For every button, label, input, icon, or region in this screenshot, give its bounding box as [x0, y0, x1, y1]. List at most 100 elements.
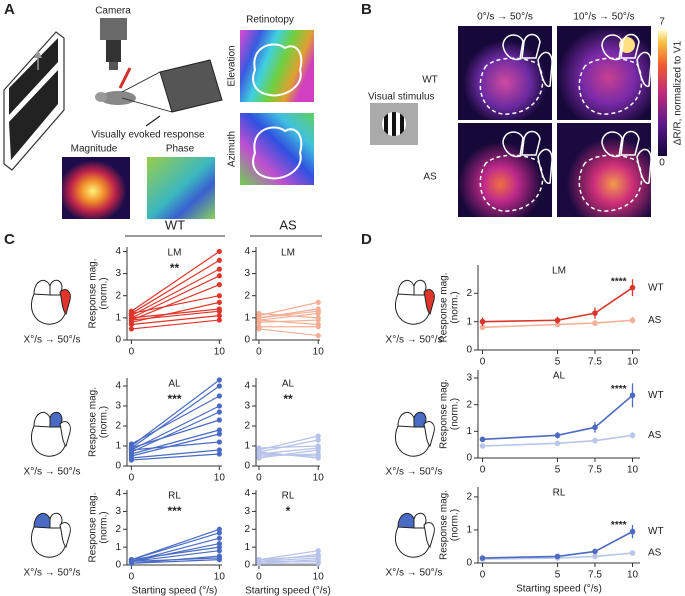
significance: **** [611, 276, 627, 287]
al-outline [620, 33, 640, 59]
data-point [592, 553, 598, 560]
x-tick-label: 7.5 [588, 465, 602, 476]
evoked-label: Visually evoked response [91, 130, 205, 141]
y-axis-label: (norm.) [99, 277, 110, 309]
data-point [315, 308, 321, 314]
retinotopy-label: Retinotopy [246, 15, 294, 26]
series-line [131, 433, 220, 457]
y-tick-label: 0 [466, 453, 472, 464]
data-point [216, 548, 222, 554]
data-point [256, 445, 262, 451]
y-tick-label: 2 [115, 290, 121, 301]
response-image [557, 26, 651, 120]
series-line [131, 559, 220, 564]
data-point [554, 432, 561, 439]
chart-title: LM [552, 266, 566, 277]
lm [423, 289, 435, 315]
y-tick-label: 4 [115, 381, 121, 392]
data-point [128, 457, 134, 463]
x-tick-label: 0 [256, 473, 262, 484]
significance: ** [283, 392, 293, 406]
data-point [256, 317, 262, 323]
y-tick-label: 4 [115, 488, 121, 499]
data-point [479, 443, 486, 449]
series-line [258, 439, 319, 453]
data-point [315, 447, 321, 453]
data-point [479, 318, 486, 325]
brain-icon [30, 411, 71, 457]
azimuth-image [240, 113, 314, 185]
data-point [216, 313, 222, 319]
x-tick-label: 5 [555, 357, 561, 368]
camera [95, 18, 223, 127]
series-line [131, 250, 220, 312]
v1-outline [479, 57, 544, 115]
lm [59, 289, 71, 315]
x-tick-label: 10 [313, 473, 325, 484]
y-tick-label: 0 [244, 461, 250, 472]
y-tick-label: 1 [115, 312, 121, 323]
y-tick-label: 1 [244, 542, 250, 553]
series-line [131, 532, 220, 561]
x-tick-label: 0 [129, 572, 135, 583]
lm [423, 421, 435, 447]
data-point [629, 528, 636, 535]
series-line [258, 555, 319, 561]
v1-outline [578, 57, 643, 115]
v1-outline [578, 154, 643, 212]
protocol-label: X°/s → 50°/s [386, 467, 443, 478]
data-point [216, 544, 222, 550]
rl-outline [502, 34, 524, 61]
elevation-image [240, 30, 314, 102]
y-tick-label: 3 [115, 506, 121, 517]
rl-outline [502, 131, 524, 158]
column-header: AS [279, 217, 297, 232]
y-tick-label: 0 [466, 558, 472, 569]
series-line [258, 328, 319, 337]
data-point [592, 320, 598, 326]
series-line [131, 441, 220, 451]
brain-icon [394, 512, 435, 558]
series-line [131, 310, 220, 321]
data-point [216, 383, 222, 389]
protocol-label: X°/s → 50°/s [386, 335, 443, 346]
y-axis-label: (norm.) [450, 398, 461, 430]
lm [59, 421, 71, 447]
x-axis-label: Starting speed (°/s) [132, 586, 218, 596]
al-outline [521, 130, 541, 156]
colorbar-min: 0 [659, 158, 665, 169]
y-axis-label: (norm.) [450, 509, 461, 541]
significance: *** [167, 392, 181, 406]
data-point [554, 321, 561, 328]
lm-outline [537, 148, 553, 185]
series-line [131, 419, 220, 449]
data-point [216, 417, 222, 423]
significance: * [286, 504, 291, 518]
y-axis-label: (norm.) [450, 291, 461, 323]
condition-label: 0°/s → 50°/s [477, 12, 533, 23]
series-line [258, 310, 319, 319]
lm-outline [636, 148, 652, 185]
panel-label: A [4, 1, 15, 18]
y-tick-label: 3 [244, 401, 250, 412]
rl [33, 279, 51, 296]
elevation-label: Elevation [227, 45, 238, 86]
y-tick-label: 1 [466, 426, 472, 437]
y-axis-label: Response mag. [88, 492, 99, 562]
data-point [479, 324, 486, 331]
data-point [216, 557, 222, 563]
rl [397, 512, 415, 529]
lm [423, 522, 435, 548]
series-line [258, 445, 319, 449]
x-tick-label: 0 [256, 347, 262, 358]
y-tick-label: 0 [244, 335, 250, 346]
data-point [479, 436, 486, 443]
y-tick-label: 2 [244, 290, 250, 301]
y-axis-label: (norm.) [99, 406, 110, 438]
y-tick-label: 1 [244, 312, 250, 323]
x-axis-label: Starting speed (°/s) [245, 586, 331, 596]
y-axis-label: Response mag. [88, 387, 99, 457]
data-point [554, 440, 561, 447]
data-point [256, 310, 262, 317]
al-outline [620, 130, 640, 156]
